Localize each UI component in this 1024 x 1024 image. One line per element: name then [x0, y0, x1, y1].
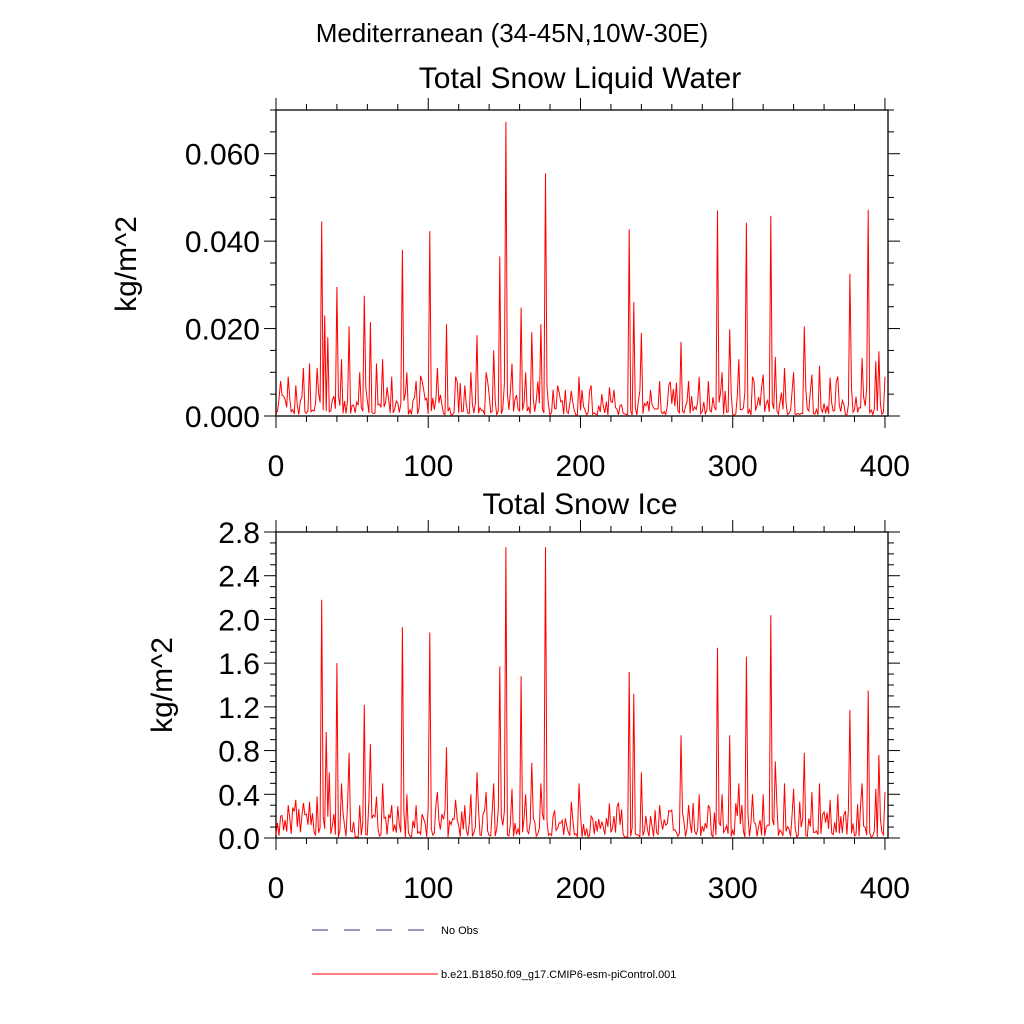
panel-snow-liquid-water: Total Snow Liquid Water kg/m^2 0 100 200 30…: [110, 62, 910, 483]
panel-snow-ice: Total Snow Ice kg/m^2 0 100 200 300 400 0.0 0.…: [146, 488, 910, 905]
x-tick-label-snow-liquid-water: 0: [268, 450, 285, 483]
y-tick-label-snow-ice: 1.6: [218, 648, 260, 681]
x-tick-label-snow-ice: 400: [860, 872, 910, 905]
x-tick-label-snow-ice: 0: [268, 872, 285, 905]
y-tick-label-snow-liquid-water: 0.000: [185, 401, 260, 434]
plot-frame-snow-ice: [275, 531, 889, 839]
x-tick-label-snow-liquid-water: 400: [860, 450, 910, 483]
panel-title-snow-ice: Total Snow Ice: [482, 488, 677, 521]
y-tick-label-snow-ice: 1.2: [218, 692, 260, 725]
y-tick-label-snow-liquid-water: 0.020: [185, 314, 260, 347]
page-title: Mediterranean (34-45N,10W-30E): [316, 18, 709, 48]
y-axis-label-snow-ice: kg/m^2: [146, 637, 179, 733]
y-tick-label-snow-ice: 2.4: [218, 561, 260, 594]
x-tick-label-snow-liquid-water: 100: [403, 450, 453, 483]
x-tick-label-snow-liquid-water: 200: [555, 450, 605, 483]
y-tick-label-snow-liquid-water: 0.060: [185, 139, 260, 172]
x-tick-label-snow-ice: 300: [708, 872, 758, 905]
y-tick-label-snow-ice: 2.0: [218, 604, 260, 637]
y-tick-label-snow-ice: 2.8: [218, 517, 260, 550]
plot-frame-snow-liquid-water: [275, 109, 889, 417]
legend-no-obs-label: No Obs: [441, 925, 479, 937]
plot-area-snow-liquid-water: 0 100 200 300 400 0.000 0.020 0.040 0.060: [185, 98, 910, 483]
y-tick-label-snow-liquid-water: 0.040: [185, 226, 260, 259]
y-tick-label-snow-ice: 0.4: [218, 779, 260, 812]
x-tick-label-snow-ice: 200: [555, 872, 605, 905]
legend: No Obs b.e21.B1850.f09_g17.CMIP6-esm-piC…: [312, 925, 676, 981]
y-axis-label-snow-liquid-water: kg/m^2: [110, 216, 143, 312]
series-line-snow-liquid-water: [275, 121, 886, 417]
y-tick-label-snow-ice: 0.8: [218, 736, 260, 769]
panel-title-snow-liquid-water: Total Snow Liquid Water: [419, 62, 741, 95]
y-tick-label-snow-ice: 0.0: [218, 823, 260, 856]
x-tick-label-snow-ice: 100: [403, 872, 453, 905]
series-line-snow-ice: [275, 547, 886, 839]
x-tick-label-snow-liquid-water: 300: [708, 450, 758, 483]
legend-model-label: b.e21.B1850.f09_g17.CMIP6-esm-piControl.…: [441, 969, 676, 981]
plot-area-snow-ice: 0 100 200 300 400 0.0 0.4 0.8 1.2 1.6 2.0 2.4 2.8: [218, 517, 910, 905]
